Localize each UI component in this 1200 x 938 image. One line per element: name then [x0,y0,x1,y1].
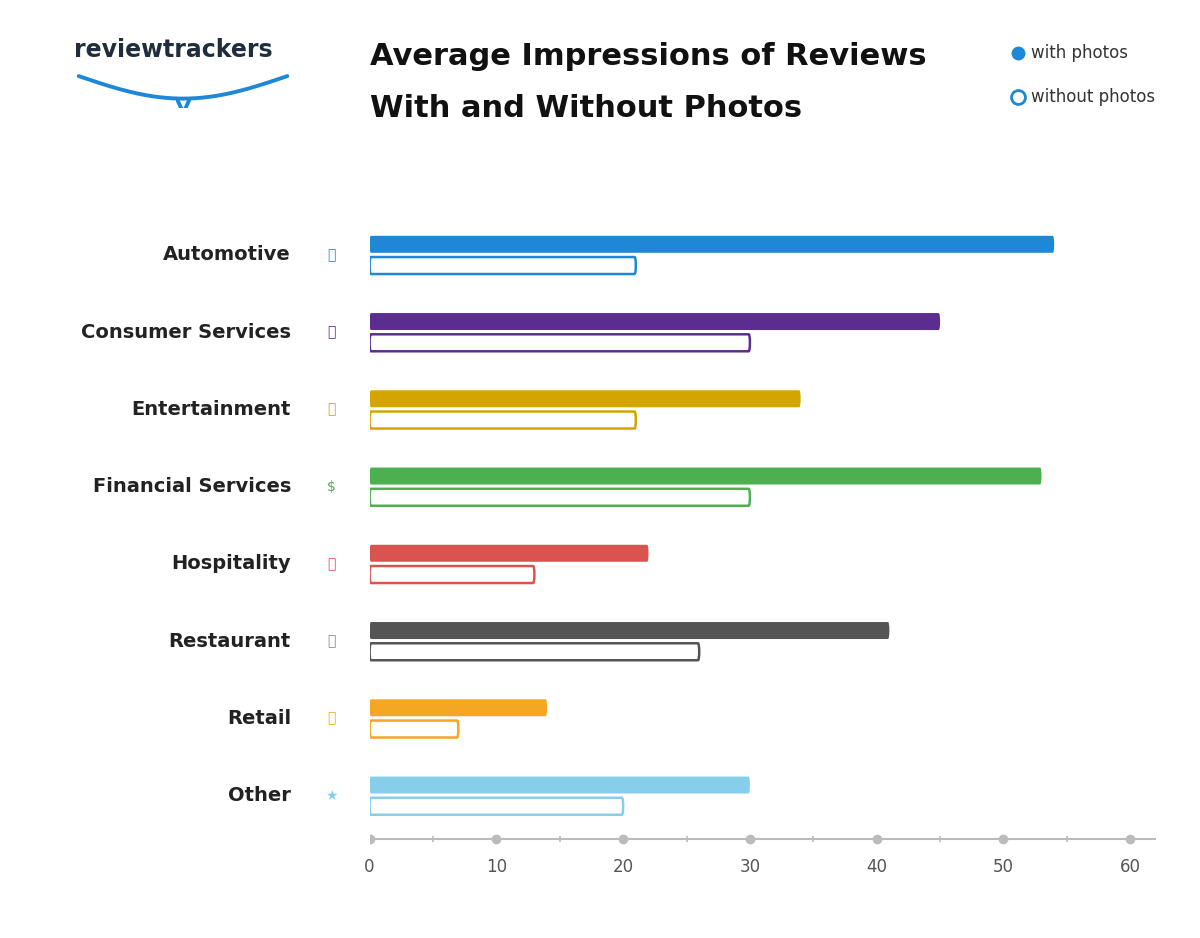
FancyBboxPatch shape [370,257,636,274]
FancyBboxPatch shape [370,720,458,737]
Ellipse shape [299,459,365,514]
Ellipse shape [299,537,365,592]
Ellipse shape [299,690,365,747]
Text: Retail: Retail [227,709,292,728]
FancyBboxPatch shape [370,412,636,429]
Ellipse shape [299,382,365,437]
Text: Other: Other [228,786,292,805]
Text: $: $ [328,479,336,493]
FancyBboxPatch shape [370,334,750,352]
Text: Hospitality: Hospitality [172,554,292,573]
FancyBboxPatch shape [370,235,1054,253]
Text: With and Without Photos: With and Without Photos [370,94,802,123]
Text: 🔧: 🔧 [328,325,336,340]
FancyBboxPatch shape [370,545,648,562]
Text: 🏨: 🏨 [328,557,336,571]
Ellipse shape [299,768,365,824]
Text: 🍴: 🍴 [328,634,336,648]
Text: ★: ★ [325,789,338,803]
FancyBboxPatch shape [370,700,547,717]
Text: 🚗: 🚗 [328,248,336,262]
Ellipse shape [299,227,365,282]
FancyBboxPatch shape [370,643,700,660]
FancyBboxPatch shape [370,313,940,330]
FancyBboxPatch shape [370,777,750,794]
Text: Consumer Services: Consumer Services [82,323,292,341]
Text: 🖥: 🖥 [328,402,336,416]
FancyBboxPatch shape [370,622,889,639]
Text: with photos: with photos [1031,44,1128,63]
Text: Entertainment: Entertainment [132,400,292,419]
Text: reviewtrackers: reviewtrackers [74,38,274,62]
Ellipse shape [299,304,365,360]
Text: without photos: without photos [1031,87,1154,106]
Text: Average Impressions of Reviews: Average Impressions of Reviews [370,42,926,71]
Text: Restaurant: Restaurant [169,631,292,651]
Ellipse shape [299,613,365,669]
FancyBboxPatch shape [370,797,623,815]
FancyBboxPatch shape [370,467,1042,485]
FancyBboxPatch shape [370,566,534,583]
Text: Automotive: Automotive [163,246,292,265]
Text: 📦: 📦 [328,711,336,725]
FancyBboxPatch shape [370,390,800,407]
Text: Financial Services: Financial Services [92,477,292,496]
FancyBboxPatch shape [370,489,750,506]
